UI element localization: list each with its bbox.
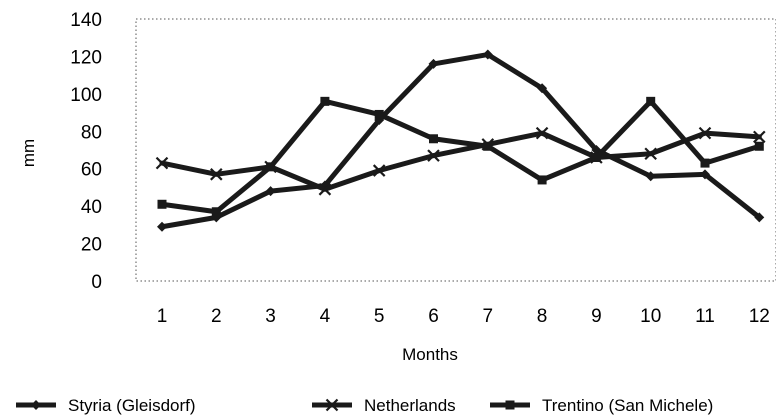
x-marker-stroke [427,149,440,162]
legend-marker [325,398,339,412]
data-point [157,221,167,232]
y-tick-label: 100 [70,85,102,106]
data-point [753,130,766,144]
y-axis-title: mm [19,139,38,167]
plot-area-border [135,18,776,282]
data-point [483,141,493,151]
y-tick-label: 140 [70,10,102,31]
y-tick-label: 60 [81,160,102,181]
data-point [428,58,439,69]
x-marker-stroke [535,126,549,140]
x-marker-stroke [644,147,657,161]
data-point [155,156,169,170]
x-axis-title: Months [402,345,458,364]
series-line [159,98,762,215]
data-point [482,49,493,60]
data-point [427,149,440,162]
x-tick-label: 5 [374,306,385,327]
legend-item: Netherlands [312,396,456,415]
data-point [320,96,330,106]
data-point [700,158,710,168]
x-tick-label: 12 [749,306,770,327]
x-marker-stroke [372,164,386,177]
x-marker-stroke [155,156,169,170]
x-axis-ticks: 1 2 3 4 5 6 7 8 9 10 11 12 [157,306,770,327]
y-tick-label: 40 [81,197,102,218]
series-layer [155,49,766,232]
data-point [754,212,765,223]
data-point [318,183,332,196]
y-tick-label: 80 [81,122,102,143]
data-point [644,147,657,161]
legend-label: Netherlands [364,396,456,415]
legend: Styria (Gleisdorf) Netherlands Trentino (S… [16,396,713,415]
series-line [159,130,762,192]
data-point [535,126,549,140]
x-marker-stroke [698,126,712,140]
legend-label: Styria (Gleisdorf) [68,396,196,415]
data-point [537,175,547,185]
x-marker-stroke [753,130,766,144]
y-axis-ticks: 0 20 40 60 80 100 120 140 [70,10,102,293]
legend-marker [505,400,515,410]
x-tick-label: 6 [428,306,439,327]
x-tick-label: 3 [265,306,276,327]
x-tick-label: 1 [157,306,168,327]
legend-item: Trentino (San Michele) [490,396,713,415]
x-marker-stroke [318,183,332,196]
x-tick-label: 11 [695,306,715,327]
data-point [698,126,712,140]
x-tick-label: 4 [320,306,331,327]
data-point [645,171,656,182]
x-tick-label: 8 [537,306,548,327]
data-point [700,169,710,180]
legend-label: Trentino (San Michele) [542,396,713,415]
data-point [374,109,384,119]
x-marker-stroke [325,398,339,412]
data-point [537,83,548,94]
data-point [754,141,764,151]
data-point [265,186,276,197]
y-tick-label: 0 [91,272,102,293]
x-tick-label: 2 [211,306,222,327]
x-tick-label: 9 [591,306,602,327]
data-point [591,152,601,162]
series-trentino-san-michele [157,96,764,217]
series-line [159,52,762,230]
data-point [646,96,656,106]
y-tick-label: 120 [70,47,102,68]
x-tick-label: 7 [483,306,494,327]
data-point [157,199,167,209]
data-point [372,164,386,177]
data-point [266,162,276,172]
legend-item: Styria (Gleisdorf) [16,396,196,415]
x-tick-label: 10 [640,306,661,327]
series-styria-gleisdorf [157,49,765,232]
x-marker-stroke [210,168,223,181]
y-tick-label: 20 [81,235,102,256]
legend-marker [31,400,41,410]
data-point [429,134,438,144]
data-point [211,207,221,217]
data-point [210,168,223,181]
